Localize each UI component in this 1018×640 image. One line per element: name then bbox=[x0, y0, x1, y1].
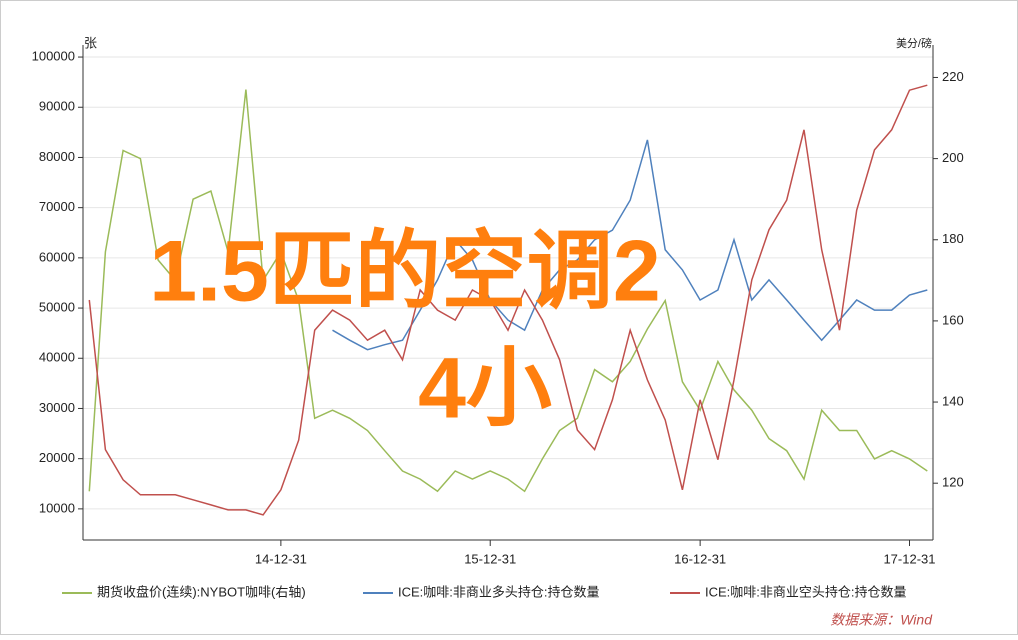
x-tick-label: 16-12-31 bbox=[674, 551, 726, 566]
right-unit: 美分/磅 bbox=[896, 36, 932, 50]
legend-label: 期货收盘价(连续):NYBOT咖啡(右轴) bbox=[97, 584, 306, 599]
left-unit: 张 bbox=[84, 35, 97, 50]
source: 数据来源：Wind bbox=[830, 612, 933, 628]
x-tick-label: 14-12-31 bbox=[255, 551, 307, 566]
y-tick-label: 50000 bbox=[39, 300, 75, 315]
y2-tick-label: 220 bbox=[942, 69, 964, 84]
x-tick-label: 17-12-31 bbox=[883, 551, 935, 566]
x-tick-label: 15-12-31 bbox=[464, 551, 516, 566]
y2-tick-label: 140 bbox=[942, 393, 964, 408]
y2-tick-label: 160 bbox=[942, 312, 964, 327]
y-tick-label: 20000 bbox=[39, 450, 75, 465]
series-line bbox=[332, 139, 928, 351]
y-tick-label: 80000 bbox=[39, 149, 75, 164]
legend-label: ICE:咖啡:非商业空头持仓:持仓数量 bbox=[705, 584, 907, 599]
overlay-text: 4小 bbox=[418, 341, 552, 437]
overlay-text: 1.5匹的空调2 bbox=[149, 224, 660, 320]
series-line bbox=[88, 89, 928, 493]
y-tick-label: 60000 bbox=[39, 249, 75, 264]
y-tick-label: 90000 bbox=[39, 99, 75, 114]
y-tick-label: 70000 bbox=[39, 199, 75, 214]
legend-label: ICE:咖啡:非商业多头持仓:持仓数量 bbox=[398, 584, 600, 599]
y-tick-label: 40000 bbox=[39, 350, 75, 365]
y2-tick-label: 180 bbox=[942, 231, 964, 246]
y2-tick-label: 200 bbox=[942, 150, 964, 165]
y2-tick-label: 120 bbox=[942, 475, 964, 490]
y-tick-label: 10000 bbox=[39, 500, 75, 515]
y-tick-label: 100000 bbox=[32, 48, 75, 63]
y-tick-label: 30000 bbox=[39, 400, 75, 415]
series-line bbox=[88, 84, 928, 516]
